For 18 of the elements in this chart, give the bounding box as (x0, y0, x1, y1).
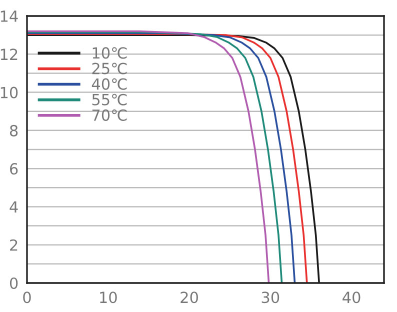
legend-label: 40℃ (92, 78, 127, 90)
y-tick-label: 4 (10, 201, 18, 213)
x-tick-label: 20 (180, 292, 198, 304)
y-tick-label: 8 (10, 124, 18, 136)
y-tick-label: 12 (0, 48, 18, 60)
x-tick-label: 10 (100, 292, 117, 304)
legend-label: 70℃ (92, 109, 127, 121)
y-tick-label: 2 (10, 239, 18, 251)
y-tick-label: 10 (0, 86, 18, 98)
x-tick-label: 30 (262, 292, 280, 304)
legend-label: 10℃ (92, 47, 127, 59)
x-tick-label: 40 (342, 292, 360, 304)
legend-label: 25℃ (92, 62, 127, 74)
legend-label: 55℃ (92, 94, 127, 106)
y-tick-label: 6 (10, 163, 18, 175)
y-tick-label: 0 (10, 277, 18, 290)
y-tick-label: 14 (0, 10, 18, 22)
x-tick-label: 0 (23, 292, 31, 304)
